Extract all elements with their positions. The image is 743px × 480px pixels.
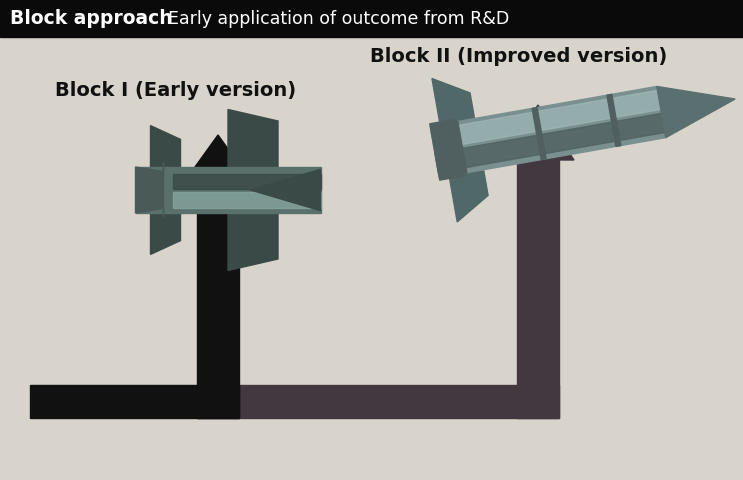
Polygon shape [250,170,320,211]
Bar [30,385,239,418]
Polygon shape [607,95,621,147]
Bar [197,186,239,418]
Polygon shape [657,87,735,138]
Polygon shape [135,163,163,218]
Polygon shape [151,126,181,170]
Polygon shape [182,136,254,186]
Polygon shape [502,106,574,161]
Polygon shape [453,122,467,174]
Polygon shape [449,168,488,222]
Text: Block I (Early version): Block I (Early version) [55,81,296,100]
Bar [197,385,559,418]
Polygon shape [435,114,665,173]
Text: Block II (Improved version): Block II (Improved version) [370,47,667,65]
Polygon shape [151,211,181,255]
Bar [0,0,743,38]
Polygon shape [532,108,546,160]
Text: Block approach: Block approach [10,10,172,28]
Polygon shape [135,168,320,214]
Polygon shape [431,91,661,150]
Polygon shape [172,175,320,190]
Bar [517,161,559,418]
Polygon shape [228,211,278,271]
Polygon shape [429,120,464,181]
Polygon shape [432,79,475,128]
Polygon shape [228,110,278,170]
Text: Early application of outcome from R&D: Early application of outcome from R&D [168,10,509,28]
Polygon shape [430,87,666,178]
Polygon shape [172,193,320,209]
